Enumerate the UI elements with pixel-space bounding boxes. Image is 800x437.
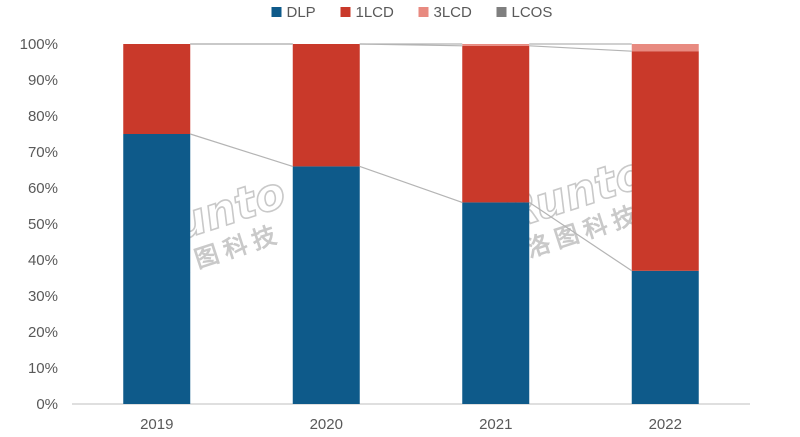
legend-item-dlp: DLP (271, 4, 316, 21)
x-tick-label: 2022 (649, 416, 682, 433)
y-tick-label: 70% (28, 144, 58, 161)
bar-1lcd-2020 (292, 44, 360, 167)
x-tick-label: 2020 (310, 416, 343, 433)
bar-dlp-2022 (631, 270, 699, 404)
legend-swatch (496, 7, 507, 17)
series-line-dlp (359, 165, 463, 203)
bar-3lcd-2021 (462, 44, 530, 46)
series-line-1lcd (529, 45, 632, 52)
y-tick-label: 30% (28, 288, 58, 305)
legend-label: 1LCD (356, 4, 395, 21)
bar-1lcd-2022 (631, 51, 699, 271)
x-tick-label: 2019 (140, 416, 173, 433)
legend-item-lcos: LCOS (496, 4, 553, 21)
y-tick-label: 0% (36, 396, 58, 413)
y-tick-label: 90% (28, 72, 58, 89)
y-tick-label: 10% (28, 360, 58, 377)
axis-layer: 0% 10% 20% 30% 40% 50% 60% 70% 80% 90% 100% 2019 202… (20, 36, 750, 433)
y-tick-label: 100% (20, 36, 58, 53)
bar-1lcd-2019 (123, 44, 191, 134)
legend-label: LCOS (512, 4, 553, 21)
bar-dlp-2020 (292, 166, 360, 404)
legend-layer: DLP 1LCD 3LCD LCOS (271, 4, 553, 21)
bar-dlp-2019 (123, 134, 191, 404)
bar-layer (123, 44, 699, 404)
legend-label: DLP (287, 4, 316, 21)
legend-item-1lcd: 1LCD (340, 4, 395, 21)
y-tick-label: 20% (28, 324, 58, 341)
bar-dlp-2021 (462, 202, 530, 404)
legend-label: 3LCD (434, 4, 473, 21)
series-line-dlp (190, 133, 293, 167)
bar-1lcd-2021 (462, 45, 530, 203)
x-tick-label: 2021 (479, 416, 512, 433)
y-tick-label: 60% (28, 180, 58, 197)
bar-3lcd-2022 (631, 44, 699, 52)
series-line-dlp (528, 201, 633, 272)
y-tick-label: 80% (28, 108, 58, 125)
legend-swatch (418, 7, 429, 17)
series-line-layer (190, 43, 633, 272)
legend-item-3lcd: 3LCD (418, 4, 473, 21)
legend-swatch (271, 7, 282, 17)
y-tick-label: 50% (28, 216, 58, 233)
legend-swatch (340, 7, 351, 17)
y-tick-label: 40% (28, 252, 58, 269)
